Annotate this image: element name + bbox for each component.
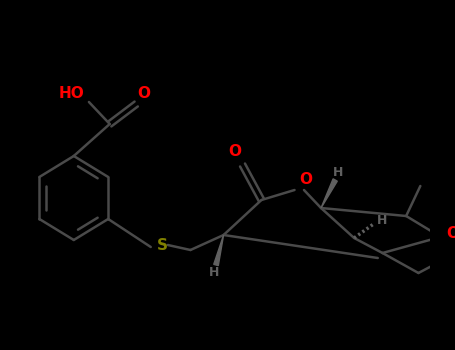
Polygon shape <box>321 179 337 208</box>
Text: O: O <box>446 225 455 240</box>
Text: O: O <box>137 86 150 102</box>
Text: H: H <box>209 266 219 280</box>
Text: H: H <box>377 214 388 226</box>
Text: HO: HO <box>59 86 85 102</box>
Text: O: O <box>228 144 242 159</box>
Text: O: O <box>299 173 313 188</box>
Text: H: H <box>333 166 343 178</box>
Polygon shape <box>214 235 223 266</box>
Text: S: S <box>157 238 167 252</box>
